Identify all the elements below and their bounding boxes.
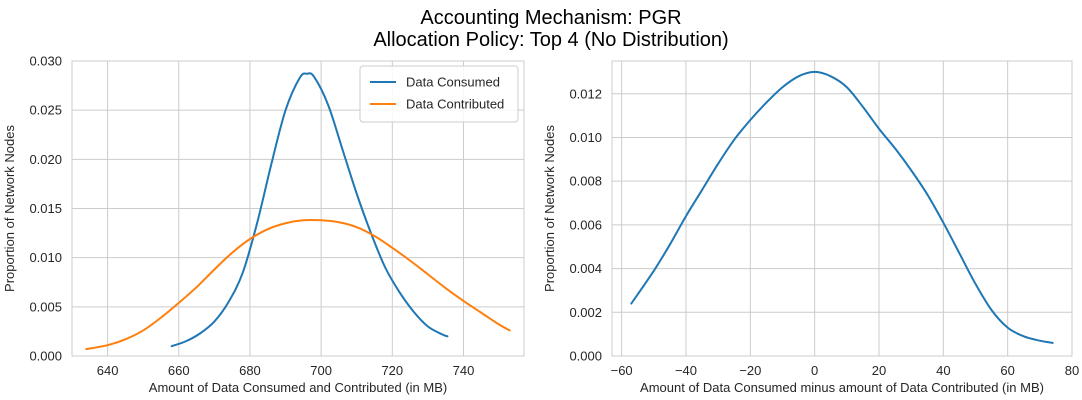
x-tick-label: 720	[381, 363, 403, 378]
y-tick-label: 0.000	[569, 349, 602, 364]
y-tick-label: 0.030	[29, 54, 62, 69]
series-line-0	[630, 70, 1054, 344]
legend-entry: Data Consumed	[406, 75, 500, 90]
x-tick-label: −20	[739, 363, 761, 378]
x-tick-label: 680	[239, 363, 261, 378]
x-tick-label: 640	[97, 363, 119, 378]
x-tick-label: 700	[310, 363, 332, 378]
x-axis-label: Amount of Data Consumed and Contributed …	[149, 380, 447, 395]
y-tick-label: 0.025	[29, 103, 62, 118]
right-chart: −60 −40 −20 0 20 40 60 80 0.000 0.002 0.004 0.006 0.…	[542, 60, 1079, 395]
y-tick-label: 0.015	[29, 201, 62, 216]
series-line-data-contributed	[85, 218, 511, 351]
x-tick-label: 60	[1000, 363, 1014, 378]
y-axis-label: Proportion of Network Nodes	[542, 125, 557, 292]
x-tick-label: 0	[811, 363, 818, 378]
y-tick-label: 0.000	[29, 349, 62, 364]
figure-title-line1: Accounting Mechanism: PGR	[420, 7, 681, 29]
y-tick-label: 0.012	[569, 86, 602, 101]
x-tick-label: 740	[453, 363, 475, 378]
plot-frame	[71, 60, 525, 357]
legend-box	[359, 65, 519, 123]
y-tick-label: 0.010	[29, 250, 62, 265]
y-tick-label: 0.020	[29, 152, 62, 167]
y-tick-label: 0.006	[569, 217, 602, 232]
x-tick-label: 40	[936, 363, 950, 378]
y-axis-label: Proportion of Network Nodes	[2, 125, 17, 292]
left-chart: 640 660 680 700 720 740 0.000 0.005 0.010 0.015 0.…	[2, 54, 525, 395]
y-tick-label: 0.010	[569, 130, 602, 145]
legend-entry: Data Contributed	[406, 97, 504, 112]
x-tick-label: 20	[872, 363, 886, 378]
x-tick-label: −40	[675, 363, 697, 378]
figure-title-line2: Allocation Policy: Top 4 (No Distributio…	[373, 29, 728, 51]
x-axis-label: Amount of Data Consumed minus amount of …	[640, 380, 1044, 395]
x-tick-label: 660	[168, 363, 190, 378]
plot-frame	[611, 60, 1073, 357]
y-tick-label: 0.008	[569, 174, 602, 189]
x-tick-label: −60	[611, 363, 633, 378]
y-tick-label: 0.002	[569, 305, 602, 320]
series-line-data-consumed	[170, 72, 449, 348]
y-tick-label: 0.005	[29, 299, 62, 314]
y-tick-label: 0.004	[569, 261, 602, 276]
x-tick-label: 80	[1065, 363, 1079, 378]
